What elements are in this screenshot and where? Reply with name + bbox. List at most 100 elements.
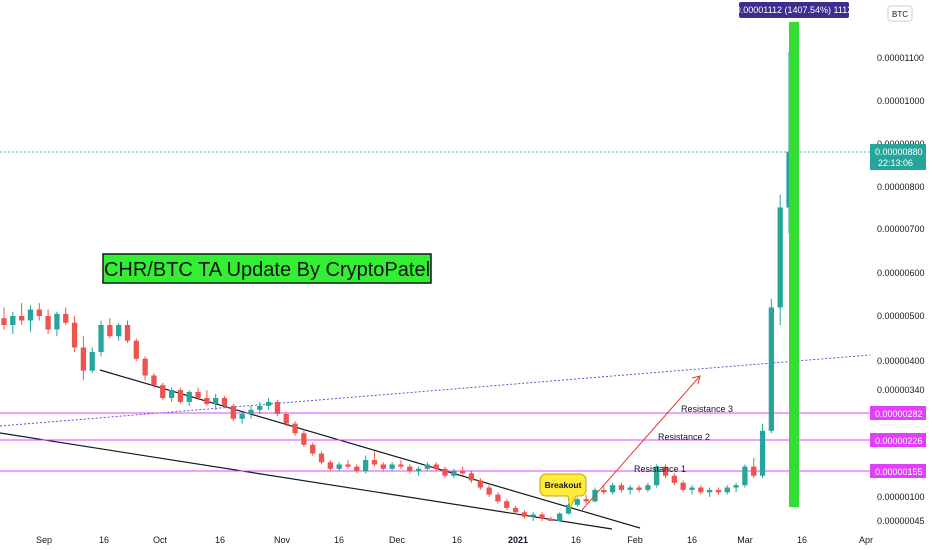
breakout-callout: Breakout [539, 473, 587, 510]
candle-body [460, 471, 466, 474]
x-label: Dec [389, 535, 406, 545]
candlestick-series [1, 51, 792, 521]
resistance-1-tag: 0.00000155 [870, 464, 926, 478]
resistance-2-label: Resistance 2 [658, 432, 710, 442]
breakout-label: Breakout [545, 480, 582, 490]
resistance-2-value: 0.00000226 [875, 436, 923, 446]
price-axis[interactable]: BTC 0.00001100 0.00001000 0.00000900 0.0… [870, 0, 932, 530]
candle-body [759, 430, 766, 476]
candle-body [601, 489, 607, 493]
y-label: 0.00000600 [877, 268, 925, 278]
candle-body [10, 316, 16, 325]
countdown-text: 22:13:06 [878, 158, 913, 168]
candle-body [248, 409, 254, 414]
candle-body [177, 390, 184, 402]
candle-body [116, 325, 122, 337]
y-label: 0.00000500 [877, 311, 925, 321]
x-label: Oct [153, 535, 168, 545]
candle-body [724, 487, 730, 493]
candle-body [504, 501, 510, 508]
top-pill: 0.00001112 (1407.54%) 1112 [736, 2, 852, 18]
candle-body [80, 347, 87, 371]
candle-body [689, 487, 695, 490]
candle-body [195, 391, 201, 398]
candle-body [27, 309, 34, 321]
candle-body [548, 518, 554, 521]
candle-body [213, 397, 219, 404]
x-label: 16 [571, 535, 581, 545]
x-label: Apr [859, 535, 873, 545]
candle-body [124, 325, 131, 341]
x-label: Nov [274, 535, 291, 545]
time-axis[interactable]: Sep 16 Oct 16 Nov 16 Dec 16 2021 16 Feb … [0, 530, 932, 550]
candle-body [618, 485, 625, 490]
candle-body [1, 318, 7, 325]
y-label: 0.00000100 [877, 492, 925, 502]
candle-body [557, 513, 563, 521]
last-price-tag: 0.00000880 22:13:06 [870, 144, 926, 170]
candle-body [371, 460, 378, 465]
breakout-arrow [581, 375, 701, 511]
candle-body [301, 433, 307, 445]
candle-body [354, 466, 360, 471]
candle-body [468, 473, 475, 481]
candle-body [751, 466, 757, 476]
candle-body [89, 352, 95, 371]
candle-body [186, 391, 192, 402]
x-label: Sep [36, 535, 52, 545]
x-label: Feb [627, 535, 643, 545]
candle-body [274, 401, 281, 414]
y-label: 0.00000400 [877, 356, 925, 366]
candle-body [415, 468, 422, 471]
trendline-lower [0, 432, 613, 530]
candle-body [151, 375, 157, 386]
x-label: 16 [215, 535, 225, 545]
candle-body [574, 499, 580, 505]
candle-body [142, 358, 148, 376]
candle-body [636, 487, 642, 490]
candle-body [168, 390, 175, 398]
candle-body [160, 385, 166, 398]
highlight-bar [789, 22, 799, 507]
candle-body [451, 471, 457, 476]
candle-body [71, 322, 78, 348]
resistance-3-label: Resistance 3 [681, 404, 733, 414]
candle-body [221, 397, 228, 406]
candle-body [706, 489, 713, 493]
candle-body [36, 309, 42, 316]
resistance-1-value: 0.00000155 [875, 467, 923, 477]
candle-body [521, 512, 528, 517]
x-label: Mar [737, 535, 753, 545]
candle-body [424, 464, 431, 469]
candle-body [398, 464, 404, 467]
resistance-3-tag: 0.00000282 [870, 406, 926, 420]
candle-body [389, 464, 395, 469]
candle-body [733, 485, 739, 488]
candle-body [680, 482, 686, 490]
candle-body [257, 405, 263, 410]
candle-body [539, 514, 545, 519]
candle-body [362, 460, 369, 471]
candle-body [583, 499, 589, 502]
x-label: 16 [687, 535, 697, 545]
candle-body [318, 453, 325, 463]
y-label: 0.00000800 [877, 182, 925, 192]
candle-body [204, 397, 210, 404]
candle-body [345, 464, 351, 467]
candle-body [477, 480, 483, 488]
candle-body [54, 313, 60, 330]
y-label: 0.00000340 [877, 385, 925, 395]
candle-body [133, 340, 139, 359]
candle-body [530, 514, 536, 517]
candle-body [486, 487, 492, 495]
candle-body [662, 466, 669, 476]
candle-body [565, 504, 572, 514]
candle-body [654, 466, 660, 486]
candle-body [407, 466, 413, 471]
y-label: 0.00001100 [877, 53, 924, 63]
candle-body [239, 413, 245, 419]
candle-body [18, 316, 25, 321]
y-label: 0.00000700 [877, 224, 925, 234]
candle-body [645, 485, 651, 490]
